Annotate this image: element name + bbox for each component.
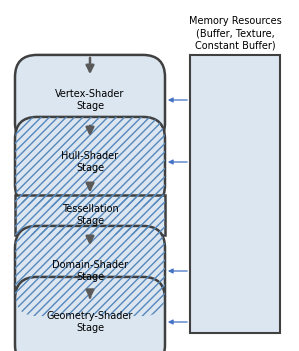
FancyBboxPatch shape <box>15 226 165 316</box>
Text: Hull-Shader
Stage: Hull-Shader Stage <box>61 151 119 173</box>
Text: Domain-Shader
Stage: Domain-Shader Stage <box>52 260 128 282</box>
Text: Geometry-Shader
Stage: Geometry-Shader Stage <box>47 311 133 333</box>
FancyBboxPatch shape <box>190 55 280 333</box>
Bar <box>15 195 165 235</box>
Text: Vertex-Shader
Stage: Vertex-Shader Stage <box>55 89 125 111</box>
Bar <box>15 195 165 235</box>
Text: Memory Resources
(Buffer, Texture,
Constant Buffer): Memory Resources (Buffer, Texture, Const… <box>189 16 281 51</box>
FancyBboxPatch shape <box>15 277 165 351</box>
FancyBboxPatch shape <box>15 55 165 145</box>
Text: Tessellation
Stage: Tessellation Stage <box>62 204 118 226</box>
FancyBboxPatch shape <box>15 117 165 207</box>
